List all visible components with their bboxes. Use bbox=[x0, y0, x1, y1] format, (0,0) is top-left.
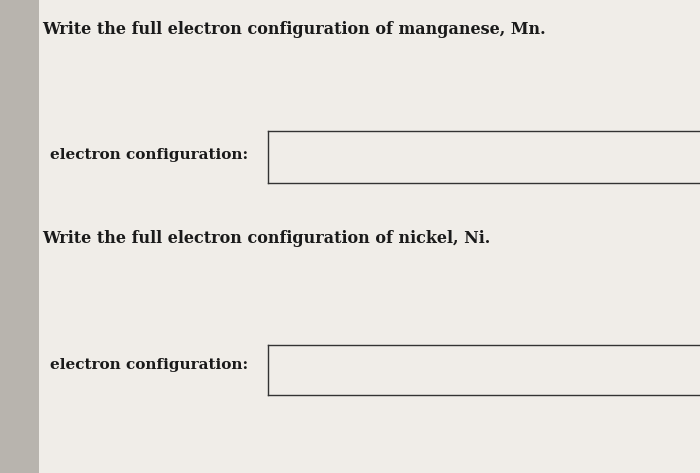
Text: electron configuration:: electron configuration: bbox=[50, 358, 248, 372]
Text: electron configuration:: electron configuration: bbox=[50, 148, 248, 162]
Text: Write the full electron configuration of manganese, Mn.: Write the full electron configuration of… bbox=[42, 21, 545, 38]
Text: Write the full electron configuration of nickel, Ni.: Write the full electron configuration of… bbox=[42, 230, 490, 247]
